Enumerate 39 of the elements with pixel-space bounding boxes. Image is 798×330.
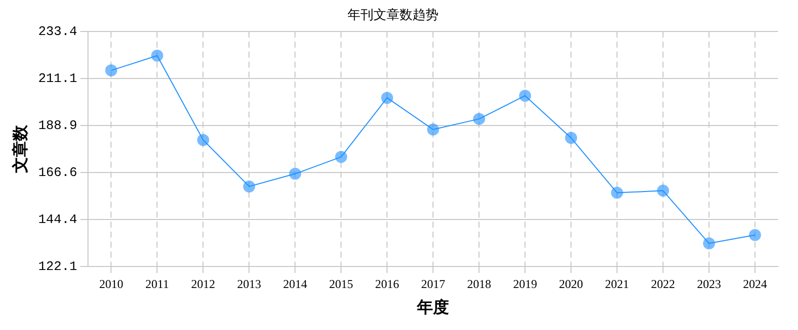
point <box>105 64 118 76</box>
x-tick-label: 2017 <box>421 276 446 291</box>
point <box>289 168 302 180</box>
point <box>427 123 440 136</box>
x-tick-label: 2022 <box>651 276 676 291</box>
x-tick-label: 2010 <box>99 276 124 291</box>
x-tick-label: 2012 <box>191 276 216 291</box>
point <box>611 186 624 199</box>
point <box>473 112 486 125</box>
point <box>381 92 394 104</box>
x-tick-label: 2023 <box>697 276 722 291</box>
point <box>197 134 210 146</box>
chart-title: 年刊文章数趋势 <box>348 7 438 22</box>
x-tick-label: 2016 <box>375 276 400 291</box>
x-tick-label: 2013 <box>237 276 262 291</box>
x-tick-label: 2014 <box>283 276 308 291</box>
x-tick-label: 2024 <box>743 276 768 291</box>
y-tick-label: 188.9 <box>38 118 78 133</box>
x-tick-label: 2020 <box>559 276 584 291</box>
point <box>243 180 256 192</box>
point <box>657 184 670 197</box>
point <box>519 90 532 102</box>
x-axis-title: 年度 <box>416 298 450 317</box>
y-tick-label: 166.6 <box>38 164 78 180</box>
y-tick-label: 211.1 <box>38 71 78 86</box>
point <box>703 237 716 250</box>
x-tick-label: 2018 <box>467 276 492 291</box>
x-tick-label: 2021 <box>605 276 630 291</box>
y-tick-label: 122.1 <box>38 258 78 274</box>
x-tick-label: 2015 <box>329 276 354 291</box>
y-tick-label: 144.4 <box>38 212 78 227</box>
point <box>565 132 578 144</box>
y-tick-label: 233.4 <box>38 24 78 40</box>
point <box>749 228 762 241</box>
x-tick-label: 2011 <box>145 276 169 291</box>
point <box>151 50 164 62</box>
y-axis-title: 文章数 <box>12 124 30 174</box>
x-tick-label: 2019 <box>513 276 538 291</box>
point <box>335 150 348 163</box>
